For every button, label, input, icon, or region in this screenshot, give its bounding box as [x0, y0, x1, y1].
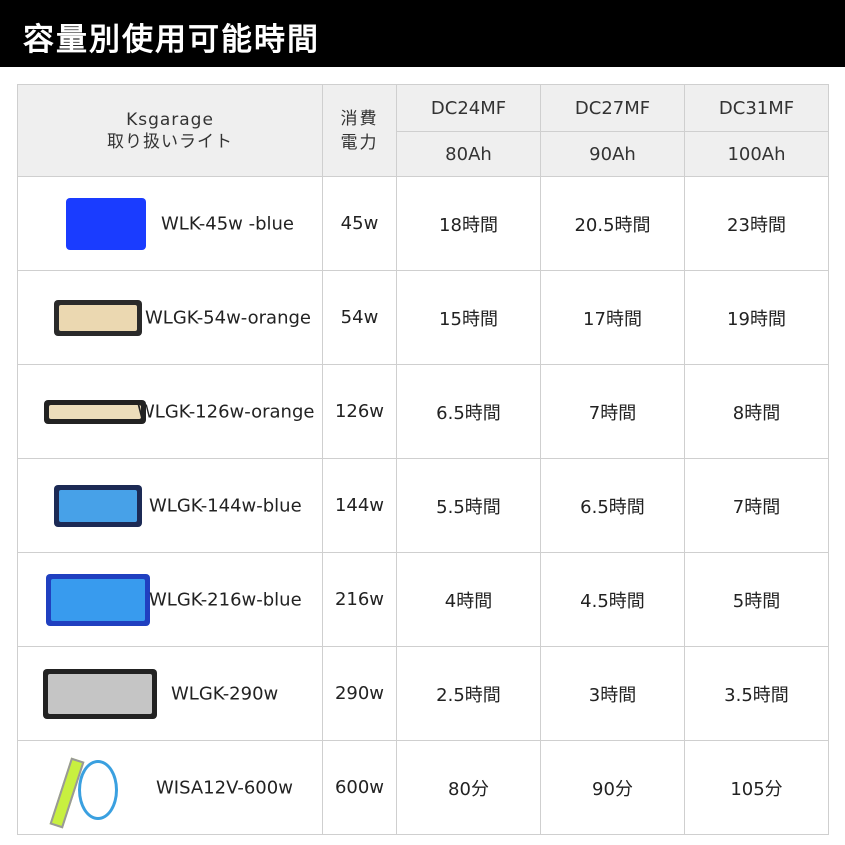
product-cell: WISA12V-600w [17, 740, 323, 835]
runtime-cell: 5.5時間 [396, 458, 541, 553]
runtime-cell: 23時間 [684, 176, 829, 271]
runtime-cell: 7時間 [684, 458, 829, 553]
table-row: WLK-45w -blue 45w 18時間 20.5時間 23時間 [17, 176, 829, 271]
runtime-cell: 18時間 [396, 176, 541, 271]
power-label-1: 消費 [340, 108, 379, 129]
capacity-header: 80Ah [396, 131, 541, 177]
runtime-cell: 17時間 [540, 270, 685, 365]
page-title: 容量別使用可能時間 [0, 0, 845, 67]
table-row: WLGK-216w-blue 216w 4時間 4.5時間 5時間 [17, 552, 829, 647]
runtime-cell: 80分 [396, 740, 541, 835]
capacity-header: 100Ah [684, 131, 829, 177]
battery-header: DC31MF [684, 84, 829, 132]
product-image [54, 484, 142, 527]
runtime-cell: 4.5時間 [540, 552, 685, 647]
product-name: WLGK-126w-orange [137, 401, 315, 422]
product-name: WLGK-144w-blue [149, 495, 302, 516]
power-column-header: 消費 電力 [322, 84, 397, 177]
runtime-cell: 3時間 [540, 646, 685, 741]
runtime-cell: 4時間 [396, 552, 541, 647]
power-cell: 144w [322, 458, 397, 553]
runtime-cell: 2.5時間 [396, 646, 541, 741]
runtime-cell: 105分 [684, 740, 829, 835]
runtime-cell: 20.5時間 [540, 176, 685, 271]
product-name: WISA12V-600w [156, 777, 293, 798]
runtime-cell: 15時間 [396, 270, 541, 365]
runtime-cell: 3.5時間 [684, 646, 829, 741]
table-row: WLGK-126w-orange 126w 6.5時間 7時間 8時間 [17, 364, 829, 459]
light-label: 取り扱いライト [107, 131, 233, 152]
runtime-cell: 8時間 [684, 364, 829, 459]
product-image [49, 750, 118, 828]
runtime-cell: 19時間 [684, 270, 829, 365]
runtime-table: Ksgarage 取り扱いライト 消費電力 DC24MF DC27MF DC31M… [17, 84, 829, 835]
product-image [54, 299, 142, 336]
table-row: WLGK-290w 290w 2.5時間 3時間 3.5時間 [17, 646, 829, 741]
product-cell: WLGK-126w-orange [17, 364, 323, 459]
battery-header: DC24MF [396, 84, 541, 132]
product-cell: WLGK-144w-blue [17, 458, 323, 553]
capacity-header: 90Ah [540, 131, 685, 177]
light-column-header: Ksgarage 取り扱いライト [17, 84, 323, 177]
power-cell: 54w [322, 270, 397, 365]
runtime-cell: 6.5時間 [396, 364, 541, 459]
product-image [46, 573, 150, 626]
power-cell: 216w [322, 552, 397, 647]
product-cell: WLK-45w -blue [17, 176, 323, 271]
runtime-cell: 7時間 [540, 364, 685, 459]
product-image [43, 668, 157, 719]
product-image [44, 399, 146, 424]
power-cell: 126w [322, 364, 397, 459]
product-cell: WLGK-216w-blue [17, 552, 323, 647]
runtime-cell: 90分 [540, 740, 685, 835]
product-name: WLGK-216w-blue [149, 589, 302, 610]
product-cell: WLGK-290w [17, 646, 323, 741]
runtime-cell: 5時間 [684, 552, 829, 647]
product-image [66, 197, 146, 250]
power-cell: 45w [322, 176, 397, 271]
product-name: WLGK-54w-orange [145, 307, 311, 328]
product-name: WLK-45w -blue [161, 213, 294, 234]
product-cell: WLGK-54w-orange [17, 270, 323, 365]
table-row: WLGK-54w-orange 54w 15時間 17時間 19時間 [17, 270, 829, 365]
brand-label: Ksgarage [126, 109, 214, 130]
runtime-cell: 6.5時間 [540, 458, 685, 553]
power-label-2: 電力 [340, 132, 379, 153]
product-name: WLGK-290w [171, 683, 279, 704]
table-row: WLGK-144w-blue 144w 5.5時間 6.5時間 7時間 [17, 458, 829, 553]
table-row: WISA12V-600w 600w 80分 90分 105分 [17, 740, 829, 835]
power-cell: 290w [322, 646, 397, 741]
battery-header: DC27MF [540, 84, 685, 132]
power-cell: 600w [322, 740, 397, 835]
